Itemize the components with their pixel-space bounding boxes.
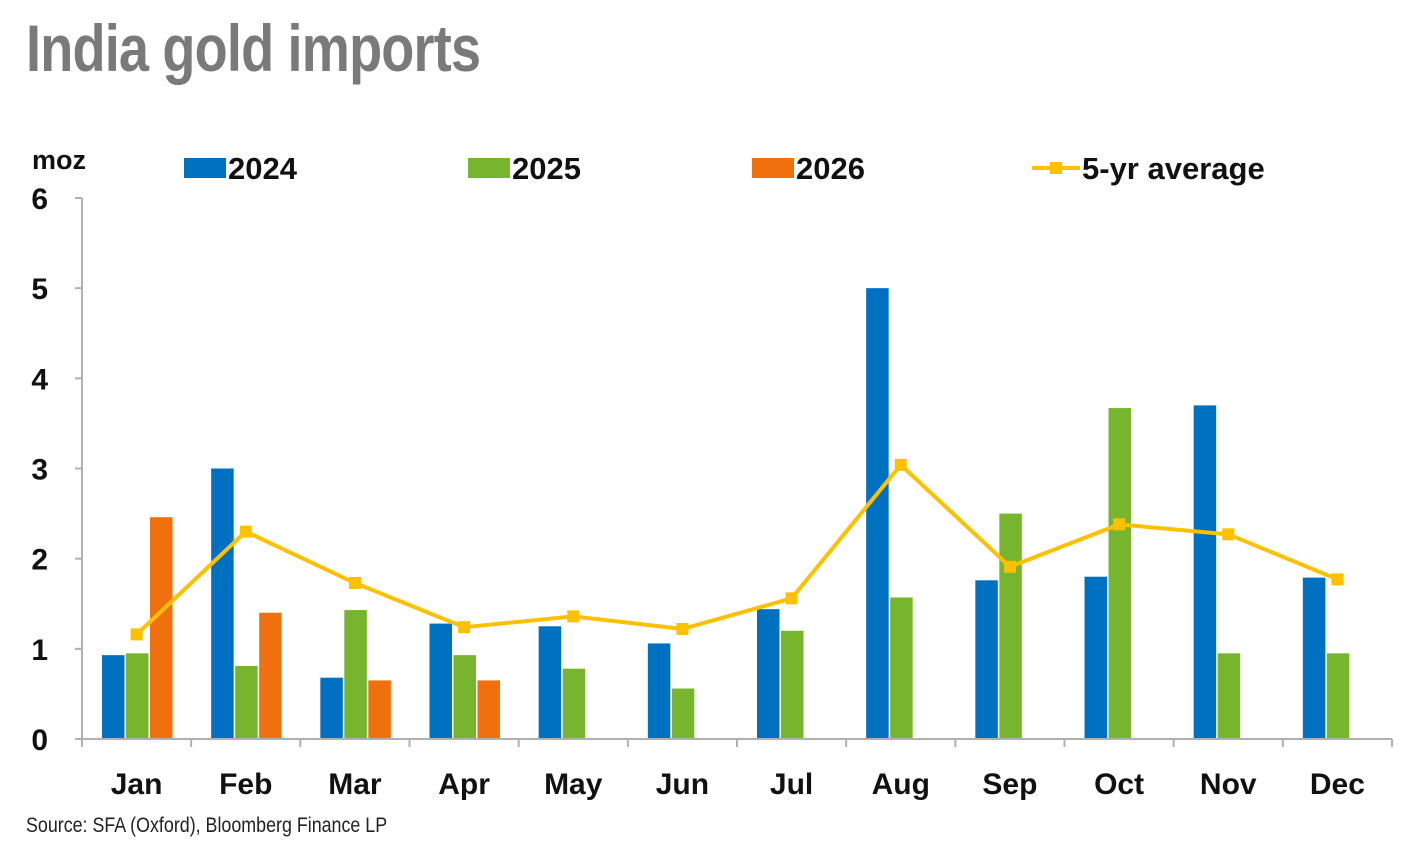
point-5-yr-average-feb [239,525,252,538]
bar-2024-sep [975,580,998,739]
x-tick-label-apr: Apr [438,768,490,801]
line-5-yr-average [135,462,1339,636]
point-5-yr-average-apr [458,621,471,634]
bar-2024-jul [757,609,780,739]
legend-label-5-yr-average: 5-yr average [1082,151,1265,186]
point-5-yr-average-sep [1003,560,1016,573]
legend-label-2025: 2025 [512,151,581,186]
legend-label-2024: 2024 [228,151,298,186]
bar-2025-nov [1217,653,1241,739]
y-tick-label: 3 [31,454,48,487]
point-5-yr-average-aug [894,458,907,471]
bars-group [102,288,1350,739]
y-axis-unit-label: moz [32,145,86,175]
legend: 2024 2025 2026 5-yr average [184,151,1265,186]
point-5-yr-average-jan [130,628,143,641]
legend-marker-5-yr-average [1050,162,1062,174]
bar-2024-mar [320,677,343,739]
bar-2026-mar [368,680,391,739]
bar-2024-jan [102,655,125,739]
point-5-yr-average-oct [1113,518,1126,531]
x-tick-label-sep: Sep [982,768,1037,801]
y-tick-label: 0 [31,724,48,757]
x-tick-label-oct: Oct [1094,768,1144,801]
bar-2024-dec [1302,577,1326,739]
x-tick-label-jan: Jan [111,768,163,801]
source-note: Source: SFA (Oxford), Bloomberg Finance … [26,814,388,837]
y-tick-label: 5 [31,273,48,306]
point-5-yr-average-dec [1331,573,1344,586]
bar-2025-may [562,668,586,739]
x-tick-label-may: May [544,768,603,801]
bar-2025-mar [344,610,367,739]
point-5-yr-average-jul [785,592,798,605]
axes-group: 0 1 2 3 4 5 6 Jan Feb Mar Apr May Jun Jul Aug Sep Oct Nov… [31,183,1393,801]
x-tick-label-mar: Mar [328,768,382,801]
point-5-yr-average-nov [1222,528,1235,541]
point-5-yr-average-jun [676,622,689,635]
y-tick-label: 1 [31,634,48,667]
bar-2024-oct [1084,576,1107,739]
y-tick-label: 6 [31,183,48,216]
y-tick-label: 4 [31,363,48,396]
point-5-yr-average-mar [348,577,361,590]
legend-swatch-2026 [752,158,794,178]
y-tick-label: 2 [31,544,48,577]
bar-2024-nov [1193,405,1217,739]
bar-2026-jan [150,517,173,739]
bar-2024-feb [211,468,234,739]
bar-2025-oct [1108,408,1131,739]
average-line-group [130,458,1344,641]
legend-swatch-2024 [184,158,226,178]
bar-2024-apr [429,623,452,739]
x-tick-label-feb: Feb [219,768,272,801]
x-tick-label-jun: Jun [656,768,709,801]
x-tick-label-aug: Aug [872,768,930,801]
bar-2025-apr [453,655,476,739]
bar-2025-dec [1326,653,1350,739]
bar-2026-apr [477,680,500,739]
x-tick-label-jul: Jul [770,768,813,801]
bar-2025-sep [999,513,1022,739]
bar-2025-aug [890,597,913,739]
bar-2024-jun [647,643,671,739]
bar-2025-jan [126,653,149,739]
bar-2025-jul [781,630,804,739]
x-tick-label-dec: Dec [1310,768,1365,801]
x-tick-label-nov: Nov [1200,768,1257,801]
bar-2024-may [538,626,562,739]
bar-2025-jun [671,688,695,739]
bar-2025-feb [235,665,258,739]
bar-2024-aug [866,288,889,739]
bar-2026-feb [259,612,282,739]
chart-title: India gold imports [26,11,481,85]
legend-label-2026: 2026 [796,151,865,186]
point-5-yr-average-may [567,610,580,623]
legend-swatch-2025 [468,158,510,178]
